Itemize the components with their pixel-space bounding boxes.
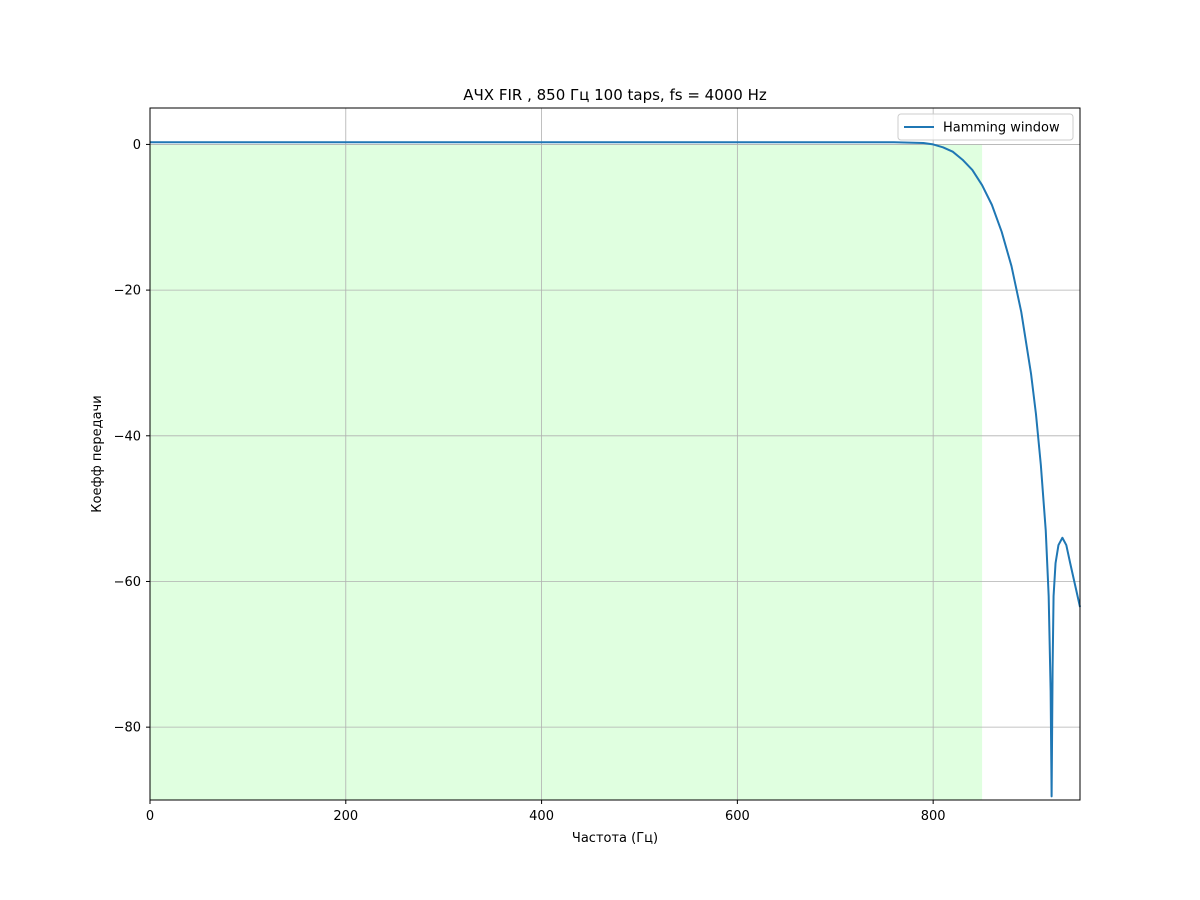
plot-frame xyxy=(149,107,1081,801)
x-tick-label-400: 400 xyxy=(529,809,554,824)
x-tick-label-200: 200 xyxy=(333,809,358,824)
x-tick-label-800: 800 xyxy=(921,809,946,824)
tick-layer: 0 200 400 600 800 0 −20 −40 −60 −80 xyxy=(114,138,946,824)
x-axis-label: Частота (Гц) xyxy=(572,831,658,846)
y-tick-label--40: −40 xyxy=(114,429,141,444)
x-tick-label-600: 600 xyxy=(725,809,750,824)
grid-layer xyxy=(149,108,1080,800)
y-axis-label: Коефф передачи xyxy=(90,395,105,512)
passband-shading xyxy=(150,144,983,801)
legend: Hamming window xyxy=(897,113,1074,141)
series-layer xyxy=(150,141,1081,798)
legend-label-hamming-window: Hamming window xyxy=(943,121,1060,136)
series-line-hamming-window xyxy=(150,141,1081,798)
y-tick-label--20: −20 xyxy=(114,284,141,299)
x-tick-label-0: 0 xyxy=(146,809,154,824)
y-tick-label-0: 0 xyxy=(133,138,141,153)
y-tick-label--60: −60 xyxy=(114,575,141,590)
chart-title: АЧХ FIR , 850 Гц 100 taps, fs = 4000 Hz xyxy=(463,86,767,104)
passband-shading-layer xyxy=(150,144,983,801)
legend-box xyxy=(897,113,1074,141)
y-tick-label--80: −80 xyxy=(114,721,141,736)
